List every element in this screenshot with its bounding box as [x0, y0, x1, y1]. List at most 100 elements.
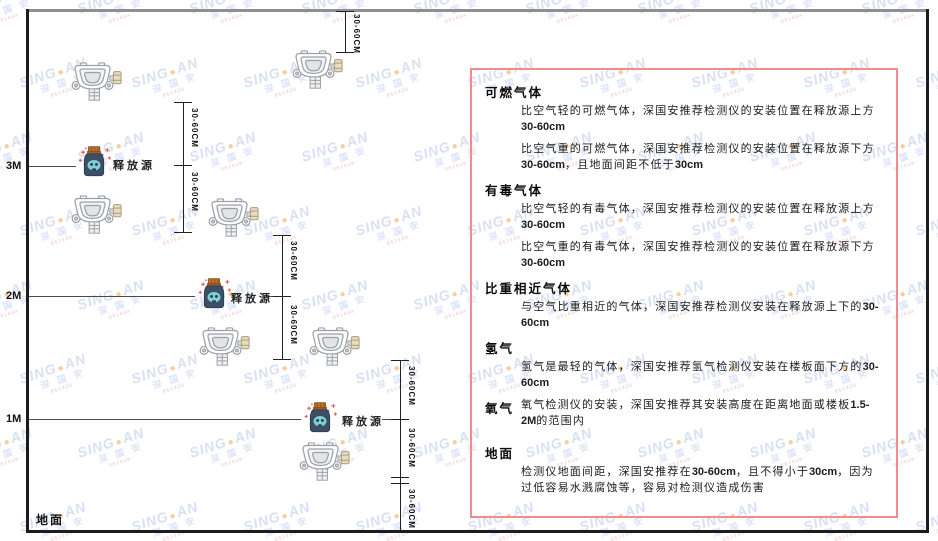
- release-source-icon: [302, 401, 338, 440]
- watermark-code: 661434: [274, 234, 298, 247]
- watermark-code: 661434: [332, 0, 400, 25]
- dim-tick: [174, 232, 192, 233]
- watermark-code: 661434: [332, 160, 356, 173]
- watermark-cn: 深 国 安: [321, 292, 369, 317]
- gas-detector-icon: [308, 327, 360, 372]
- gas-detector-icon: [70, 195, 122, 240]
- frame-ground-line: [26, 530, 929, 533]
- dimension-line-1m: [400, 360, 401, 530]
- watermark-brand: SING●AN: [353, 350, 425, 387]
- watermark-code: 661434: [892, 160, 916, 173]
- watermark-brand: SING●AN: [299, 276, 371, 313]
- watermark-dot-icon: ●: [225, 0, 237, 5]
- watermark-cn: 深 国 安: [375, 218, 423, 243]
- panel-section-paragraph: 比空气轻的有毒气体，深国安推荐检测仪的安装位置在释放源上方30-60cm: [521, 203, 875, 231]
- watermark-code: 661434: [220, 160, 244, 173]
- watermark-dot-icon: ●: [168, 66, 179, 79]
- watermark-code: 661434: [780, 12, 804, 25]
- watermark-dot-icon: ●: [392, 214, 403, 227]
- watermark-cn: 深 国 安: [39, 366, 87, 391]
- watermark-code: 661434: [220, 12, 244, 25]
- gas-detector-icon: [70, 62, 122, 107]
- watermark-cn: 深 国 安: [97, 440, 145, 465]
- watermark-brand: SING●AN: [187, 128, 259, 165]
- watermark-code: 661434: [220, 456, 244, 469]
- dimension-line-ceiling: [345, 11, 346, 53]
- panel-section-paragraph: 比空气重的可燃气体，深国安推荐检测仪的安装位置在释放源下方30-60cm，且地面…: [521, 143, 875, 171]
- watermark-code: 661434: [162, 86, 186, 99]
- watermark-code: 661434: [834, 530, 858, 541]
- watermark-cn: 深 国 安: [151, 514, 199, 539]
- watermark-code: 661434: [108, 456, 132, 469]
- panel-section: 比重相近气体 与空气比重相近的气体，深国安推荐检测仪安装在释放源上下的30-60c…: [485, 278, 880, 331]
- watermark-dot-icon: ●: [338, 140, 349, 153]
- dim-tick: [273, 296, 291, 297]
- watermark-dot-icon: ●: [449, 0, 461, 5]
- dimension-text: 30-60CM: [407, 428, 416, 468]
- release-source-icon: [196, 277, 232, 316]
- watermark-dot-icon: ●: [673, 0, 685, 5]
- watermark-cn: 深 国 安: [209, 144, 257, 169]
- watermark-dot-icon: ●: [898, 436, 909, 449]
- panel-section-paragraph: 比空气重的有毒气体，深国安推荐检测仪的安装位置在释放源下方30-60cm: [521, 241, 875, 269]
- watermark-cn: 深 国 安: [321, 144, 369, 169]
- dim-tick: [391, 419, 409, 420]
- watermark-dot-icon: ●: [56, 214, 67, 227]
- watermark-code: 661434: [0, 456, 20, 469]
- watermark-code: 661434: [0, 12, 20, 25]
- watermark-code: 661434: [108, 12, 132, 25]
- watermark-code: 661434: [668, 12, 692, 25]
- gas-detector-icon: [291, 50, 343, 95]
- watermark-code: 661434: [386, 234, 410, 247]
- watermark-dot-icon: ●: [226, 436, 237, 449]
- watermark-brand: SING●AN: [353, 498, 425, 535]
- watermark-code: 661434: [892, 308, 916, 321]
- frame-right-border: [926, 9, 929, 533]
- watermark-brand: SING●AN: [241, 498, 313, 535]
- panel-section: 地面 检测仪地面间距，深国安推荐在30-60cm，且不得小于30cm，因为过低容易…: [485, 443, 880, 496]
- gas-detector-icon: [207, 198, 259, 243]
- panel-section-heading: 可燃气体: [485, 86, 544, 100]
- watermark-dot-icon: ●: [392, 362, 403, 375]
- watermark-dot-icon: ●: [114, 140, 125, 153]
- watermark-dot-icon: ●: [56, 66, 67, 79]
- watermark-code: 661434: [498, 530, 522, 541]
- dim-tick: [336, 52, 354, 53]
- watermark-brand: SING●AN: [129, 498, 201, 535]
- watermark-dot-icon: ●: [338, 288, 349, 301]
- watermark-brand: SING●AN: [129, 54, 201, 91]
- release-source-icon: [76, 145, 112, 184]
- panel-section: 有毒气体 比空气轻的有毒气体，深国安推荐检测仪的安装位置在释放源上方30-60cm…: [485, 180, 880, 271]
- watermark-dot-icon: ●: [897, 0, 909, 5]
- watermark-dot-icon: ●: [114, 288, 125, 301]
- watermark-code: 661434: [108, 308, 132, 321]
- watermark-brand: SING●AN: [353, 202, 425, 239]
- dimension-text: 30-60CM: [352, 14, 361, 54]
- panel-section-heading: 氢气: [485, 342, 515, 356]
- watermark-cn: 深 国 安: [97, 292, 145, 317]
- dimension-text: 30-60CM: [190, 108, 199, 148]
- watermark-code: 661434: [386, 382, 410, 395]
- watermark-cn: 深 国 安: [263, 514, 311, 539]
- dim-tick: [174, 165, 192, 166]
- watermark-dot-icon: ●: [1, 0, 13, 5]
- watermark-dot-icon: ●: [392, 66, 403, 79]
- watermark-dot-icon: ●: [450, 436, 461, 449]
